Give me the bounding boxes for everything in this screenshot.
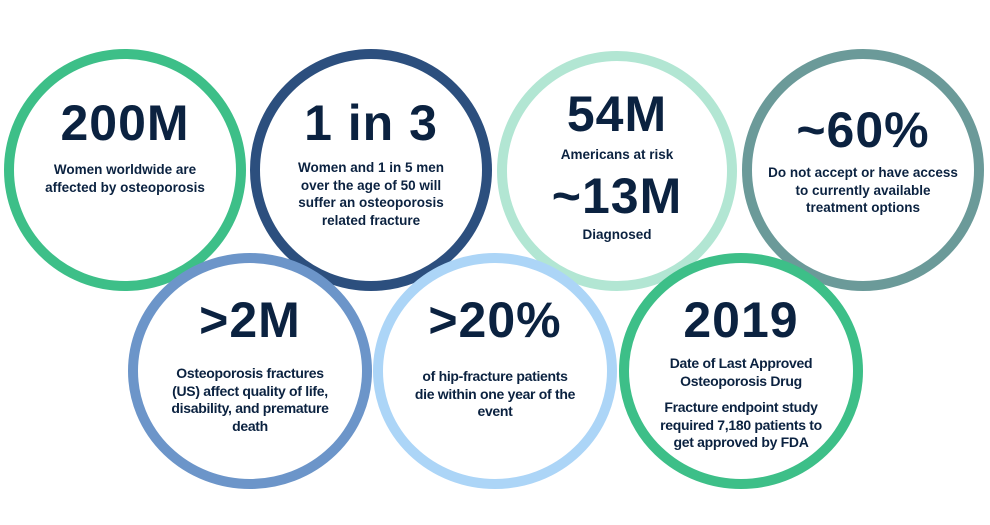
ring-20pct bbox=[373, 253, 617, 489]
ring-1-in-3 bbox=[250, 49, 492, 291]
stat-value-secondary: ~13M bbox=[551, 167, 683, 224]
stat-54m: 54M Americans at risk ~13M Diagnosed bbox=[507, 88, 727, 243]
text-line: die within one year of the bbox=[414, 385, 576, 402]
stat-20pct: >20% of hip-fracture patients die within… bbox=[385, 294, 605, 421]
stat-value: 1 in 3 bbox=[304, 95, 438, 151]
ring-2m bbox=[128, 253, 372, 489]
text-line: suffer an osteoporosis bbox=[298, 195, 444, 210]
stat-value: ~60% bbox=[796, 102, 930, 158]
stat-value: 2019 bbox=[683, 292, 799, 348]
text-line: required 7,180 patients to bbox=[660, 416, 822, 433]
stat-2m: >2M Osteoporosis fractures (US) affect q… bbox=[140, 294, 360, 435]
text-line: affected by osteoporosis bbox=[45, 179, 205, 195]
text-line: (US) affect quality of life, bbox=[172, 382, 328, 399]
text-line: Date of Last Approved bbox=[669, 355, 813, 371]
text-line: Osteoporosis Drug bbox=[680, 372, 802, 389]
ring-2019 bbox=[619, 253, 863, 489]
text-line: Osteoporosis fractures bbox=[176, 365, 324, 381]
stat-200m: 200M Women worldwide are affected by ost… bbox=[15, 97, 235, 196]
stat-value: 200M bbox=[60, 95, 190, 151]
text-line: Women and 1 in 5 men bbox=[297, 160, 445, 175]
stat-value: >20% bbox=[428, 292, 562, 348]
text-line: related fracture bbox=[321, 212, 421, 228]
stat-text-secondary: Fracture endpoint study required 7,180 p… bbox=[631, 399, 851, 452]
stat-text: Osteoporosis fractures (US) affect quali… bbox=[140, 365, 360, 435]
stat-text: of hip-fracture patients die within one … bbox=[385, 368, 605, 421]
text-line: of hip-fracture patients bbox=[422, 368, 568, 384]
text-line: to currently available bbox=[795, 182, 931, 198]
stat-text: Date of Last Approved Osteoporosis Drug bbox=[631, 355, 851, 390]
text-line: disability, and premature bbox=[171, 400, 329, 416]
stat-text: Do not accept or have access to currentl… bbox=[753, 164, 973, 217]
stat-text: Americans at risk bbox=[560, 147, 674, 162]
stat-60pct: ~60% Do not accept or have access to cur… bbox=[753, 104, 973, 217]
text-line: death bbox=[232, 417, 268, 434]
text-line: Fracture endpoint study bbox=[664, 399, 818, 415]
stat-text: Women worldwide are affected by osteopor… bbox=[15, 161, 235, 196]
stat-1-in-3: 1 in 3 Women and 1 in 5 men over the age… bbox=[261, 97, 481, 229]
text-line: over the age of 50 will bbox=[300, 177, 442, 193]
text-line: event bbox=[477, 403, 513, 419]
stat-2019: 2019 Date of Last Approved Osteoporosis … bbox=[631, 294, 851, 452]
stat-value: 54M bbox=[566, 86, 668, 142]
stat-text: Women and 1 in 5 men over the age of 50 … bbox=[261, 159, 481, 229]
ring-60pct bbox=[742, 49, 984, 291]
stat-value: >2M bbox=[199, 292, 301, 348]
text-line: Do not accept or have access bbox=[768, 165, 958, 180]
text-line: get approved by FDA bbox=[673, 434, 809, 450]
ring-200m bbox=[4, 49, 246, 291]
text-line: treatment options bbox=[805, 200, 920, 215]
ring-54m bbox=[497, 51, 737, 291]
stat-text-secondary: Diagnosed bbox=[582, 226, 652, 242]
text-line: Women worldwide are bbox=[53, 162, 197, 177]
